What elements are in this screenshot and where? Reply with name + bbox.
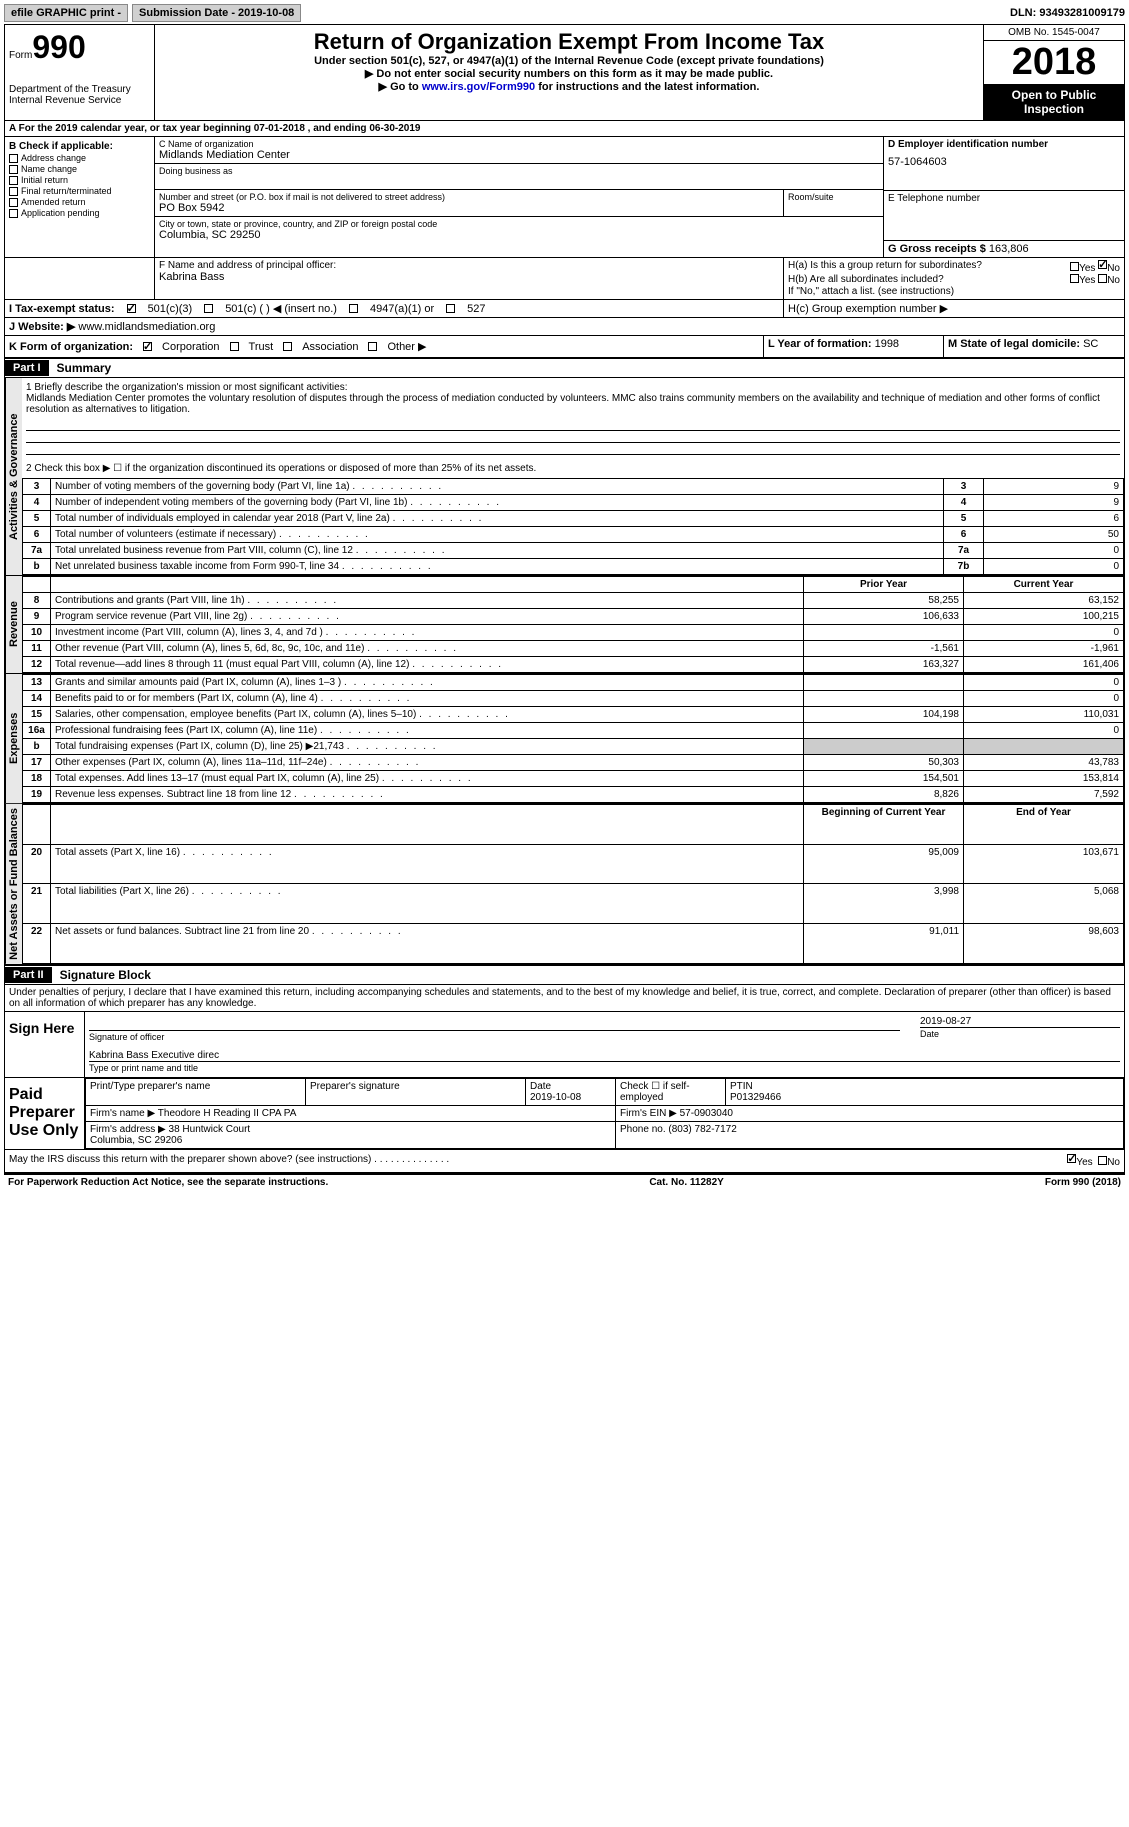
website-label: J Website: ▶ (9, 321, 75, 333)
part1-title: Summary (49, 359, 120, 377)
cb-ha-yes[interactable] (1070, 262, 1079, 271)
part1-header: Part I (5, 360, 49, 376)
firm-ein: 57-0903040 (680, 1108, 733, 1119)
cb-ha-no[interactable] (1098, 260, 1107, 269)
efile-button[interactable]: efile GRAPHIC print - (4, 4, 128, 22)
dln: DLN: 93493281009179 (1010, 7, 1125, 19)
omb-number: OMB No. 1545-0047 (984, 25, 1124, 41)
cb-amended[interactable] (9, 198, 18, 207)
q2-label: 2 Check this box ▶ ☐ if the organization… (26, 463, 1120, 474)
ha-label: H(a) Is this a group return for subordin… (788, 260, 982, 274)
cb-4947[interactable] (349, 304, 358, 313)
hb-label: H(b) Are all subordinates included? (788, 274, 944, 286)
open-inspection: Open to Public Inspection (984, 84, 1124, 120)
cb-501c3[interactable] (127, 304, 136, 313)
cb-name-change[interactable] (9, 165, 18, 174)
vlabel-governance: Activities & Governance (5, 378, 22, 575)
sig-date-label: Date (920, 1027, 1120, 1039)
org-address: PO Box 5942 (159, 202, 779, 214)
vlabel-expenses: Expenses (5, 674, 22, 803)
note-goto: ▶ Go to www.irs.gov/Form990 for instruct… (159, 80, 979, 93)
paid-prep-label: Paid Preparer Use Only (5, 1078, 85, 1149)
tax-year: 2018 (984, 41, 1124, 84)
section-b: B Check if applicable: Address change Na… (5, 137, 155, 257)
dept-treasury: Department of the Treasury Internal Reve… (9, 84, 150, 106)
cb-assoc[interactable] (283, 342, 292, 351)
cb-address-change[interactable] (9, 154, 18, 163)
cb-discuss-yes[interactable] (1067, 1154, 1076, 1163)
firm-phone: (803) 782-7172 (668, 1124, 736, 1135)
gross-receipts-label: G Gross receipts $ (888, 243, 986, 255)
vlabel-revenue: Revenue (5, 576, 22, 673)
note-ssn: ▶ Do not enter social security numbers o… (159, 67, 979, 80)
gross-receipts: 163,806 (989, 243, 1029, 255)
type-name-label: Type or print name and title (89, 1061, 1120, 1073)
governance-table: 3Number of voting members of the governi… (22, 478, 1124, 575)
org-name-label: C Name of organization (159, 139, 879, 149)
officer-label: F Name and address of principal officer: (159, 260, 779, 271)
phone-label: E Telephone number (888, 193, 1120, 204)
state-domicile: SC (1083, 338, 1098, 350)
form-title: Return of Organization Exempt From Incom… (159, 29, 979, 55)
balances-table: Beginning of Current YearEnd of Year20To… (22, 804, 1124, 964)
part2-header: Part II (5, 967, 52, 983)
hb-note: If "No," attach a list. (see instruction… (788, 286, 1120, 297)
declaration: Under penalties of perjury, I declare th… (4, 985, 1125, 1012)
form-header: Form990 Department of the Treasury Inter… (4, 24, 1125, 121)
cb-hb-yes[interactable] (1070, 274, 1079, 283)
cb-501c[interactable] (204, 304, 213, 313)
revenue-table: Prior YearCurrent Year8Contributions and… (22, 576, 1124, 673)
irs-link[interactable]: www.irs.gov/Form990 (422, 81, 535, 93)
check-self: Check ☐ if self-employed (616, 1078, 726, 1105)
top-bar: efile GRAPHIC print - Submission Date - … (4, 4, 1125, 22)
org-city: Columbia, SC 29250 (159, 229, 879, 241)
ein-label: D Employer identification number (888, 139, 1120, 150)
cb-other[interactable] (368, 342, 377, 351)
addr-label: Number and street (or P.O. box if mail i… (159, 192, 779, 202)
prep-date: 2019-10-08 (530, 1092, 581, 1103)
discuss-label: May the IRS discuss this return with the… (9, 1154, 449, 1168)
tax-exempt-label: I Tax-exempt status: (9, 303, 115, 315)
expenses-table: 13Grants and similar amounts paid (Part … (22, 674, 1124, 803)
ein-value: 57-1064603 (888, 156, 1120, 168)
officer-name: Kabrina Bass (159, 271, 779, 283)
ptin: P01329466 (730, 1092, 781, 1103)
submission-date: Submission Date - 2019-10-08 (132, 4, 301, 22)
form-org-label: K Form of organization: (9, 341, 133, 353)
vlabel-balances: Net Assets or Fund Balances (5, 804, 22, 964)
website-value: www.midlandsmediation.org (78, 321, 215, 333)
page-footer: For Paperwork Reduction Act Notice, see … (4, 1173, 1125, 1190)
officer-typed-name: Kabrina Bass Executive direc (89, 1050, 1120, 1061)
part2-title: Signature Block (52, 966, 159, 984)
sign-here-label: Sign Here (5, 1012, 85, 1077)
section-bcdefgh: B Check if applicable: Address change Na… (4, 137, 1125, 258)
cb-app-pending[interactable] (9, 209, 18, 218)
sig-date: 2019-08-27 (920, 1016, 1120, 1027)
org-name: Midlands Mediation Center (159, 149, 879, 161)
cb-trust[interactable] (230, 342, 239, 351)
year-formation: 1998 (875, 338, 899, 350)
form-subtitle: Under section 501(c), 527, or 4947(a)(1)… (159, 55, 979, 67)
firm-name: Theodore H Reading II CPA PA (158, 1108, 297, 1119)
cb-discuss-no[interactable] (1098, 1156, 1107, 1165)
line-a: A For the 2019 calendar year, or tax yea… (4, 121, 1125, 137)
sig-officer-label: Signature of officer (89, 1030, 900, 1042)
mission-text: Midlands Mediation Center promotes the v… (26, 393, 1120, 415)
cb-527[interactable] (446, 304, 455, 313)
cb-hb-no[interactable] (1098, 274, 1107, 283)
room-label: Room/suite (783, 190, 883, 216)
cb-final-return[interactable] (9, 187, 18, 196)
hc-label: H(c) Group exemption number ▶ (784, 300, 1124, 317)
dba-label: Doing business as (159, 166, 879, 176)
city-label: City or town, state or province, country… (159, 219, 879, 229)
cb-initial-return[interactable] (9, 176, 18, 185)
cb-corp[interactable] (143, 342, 152, 351)
form-number: Form990 (9, 29, 150, 66)
q1-label: 1 Briefly describe the organization's mi… (26, 382, 1120, 393)
